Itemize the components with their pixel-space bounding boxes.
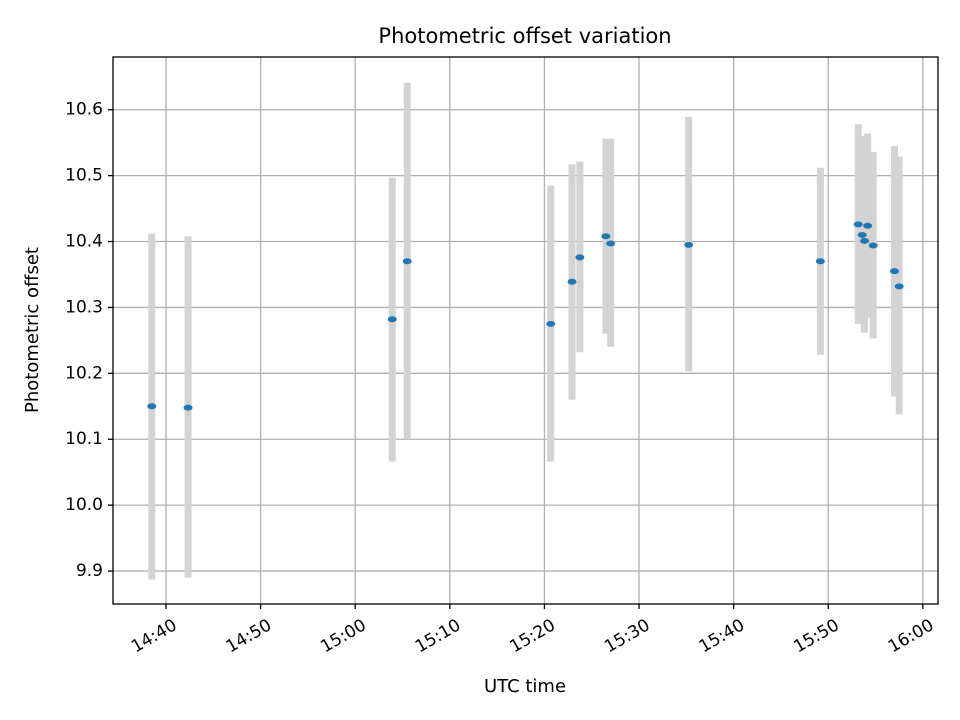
y-axis-label: Photometric offset (22, 247, 43, 413)
y-tick-label: 10.3 (65, 297, 103, 317)
data-point (853, 221, 863, 228)
y-tick-label: 10.4 (65, 232, 103, 252)
y-tick-label: 10.6 (65, 100, 103, 120)
y-tick-label: 10.5 (65, 166, 103, 186)
data-point (575, 254, 585, 261)
data-point (601, 233, 611, 240)
data-point (606, 240, 616, 247)
data-point (857, 231, 867, 238)
y-tick-label: 10.1 (65, 429, 103, 449)
data-point (147, 403, 157, 410)
data-point (387, 316, 397, 323)
data-point (684, 241, 694, 248)
y-tick-label: 10.2 (65, 363, 103, 383)
data-point (889, 268, 899, 275)
data-point (567, 278, 577, 285)
grid-lines (113, 57, 938, 604)
data-point (863, 222, 873, 229)
y-tick-label: 9.9 (76, 561, 103, 581)
y-axis-ticks: 9.9 10.0 10.1 10.2 10.3 10.4 10.5 10.6 (65, 100, 113, 581)
data-point (815, 258, 825, 265)
data-points (147, 221, 904, 411)
x-axis-label: UTC time (484, 676, 566, 697)
chart-title: Photometric offset variation (378, 24, 671, 48)
data-point (868, 242, 878, 249)
plot-frame (112, 56, 939, 605)
data-point (894, 283, 904, 290)
data-point (546, 320, 556, 327)
y-tick-label: 10.0 (65, 495, 103, 515)
data-point (860, 237, 870, 244)
data-point (402, 258, 412, 265)
data-point (183, 404, 193, 411)
